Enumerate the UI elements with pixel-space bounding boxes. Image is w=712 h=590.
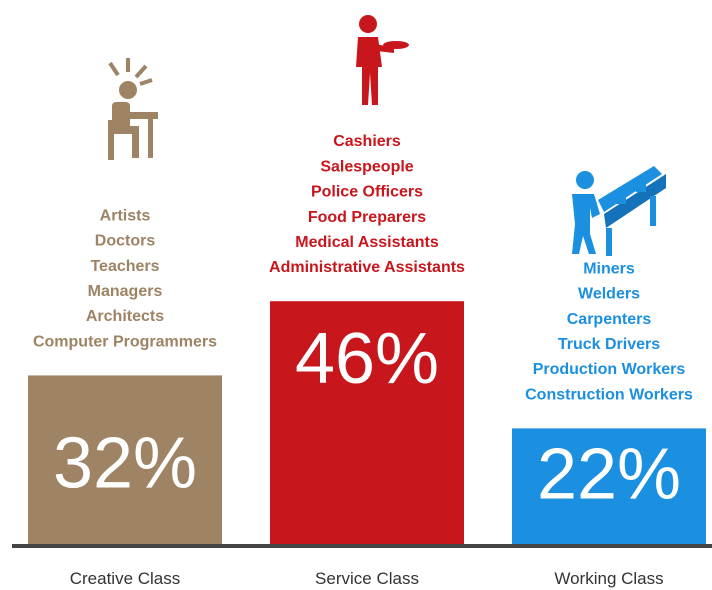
occupation: Doctors — [95, 233, 156, 250]
occupation: Production Workers — [533, 361, 686, 378]
occupation: Carpenters — [567, 311, 652, 328]
creative-icon — [108, 58, 158, 160]
occupation: Truck Drivers — [558, 336, 660, 353]
occupation: Architects — [86, 308, 164, 325]
occupation: Police Officers — [311, 184, 423, 201]
occupation: Managers — [88, 283, 163, 300]
occupation: Medical Assistants — [295, 234, 439, 251]
occupation: Salespeople — [320, 158, 413, 175]
occupation: Construction Workers — [525, 386, 693, 403]
category-label: Service Class — [315, 569, 419, 588]
occupation: Administrative Assistants — [269, 259, 465, 276]
service-icon — [356, 15, 409, 105]
category-label: Working Class — [554, 569, 663, 588]
value-label: 22% — [537, 434, 681, 514]
occupation: Artists — [100, 207, 151, 224]
occupation: Computer Programmers — [33, 333, 217, 350]
occupation: Welders — [578, 286, 640, 303]
value-label: 32% — [53, 423, 197, 503]
category-label: Creative Class — [70, 569, 181, 588]
bar — [270, 301, 464, 545]
bar — [28, 375, 222, 545]
occupation: Cashiers — [333, 133, 401, 150]
working-icon — [572, 166, 666, 256]
occupation: Teachers — [90, 258, 159, 275]
value-label: 46% — [295, 319, 439, 399]
baseline — [12, 544, 712, 548]
occupation: Food Preparers — [308, 209, 426, 226]
occupation: Miners — [583, 260, 635, 277]
bar — [512, 428, 706, 545]
